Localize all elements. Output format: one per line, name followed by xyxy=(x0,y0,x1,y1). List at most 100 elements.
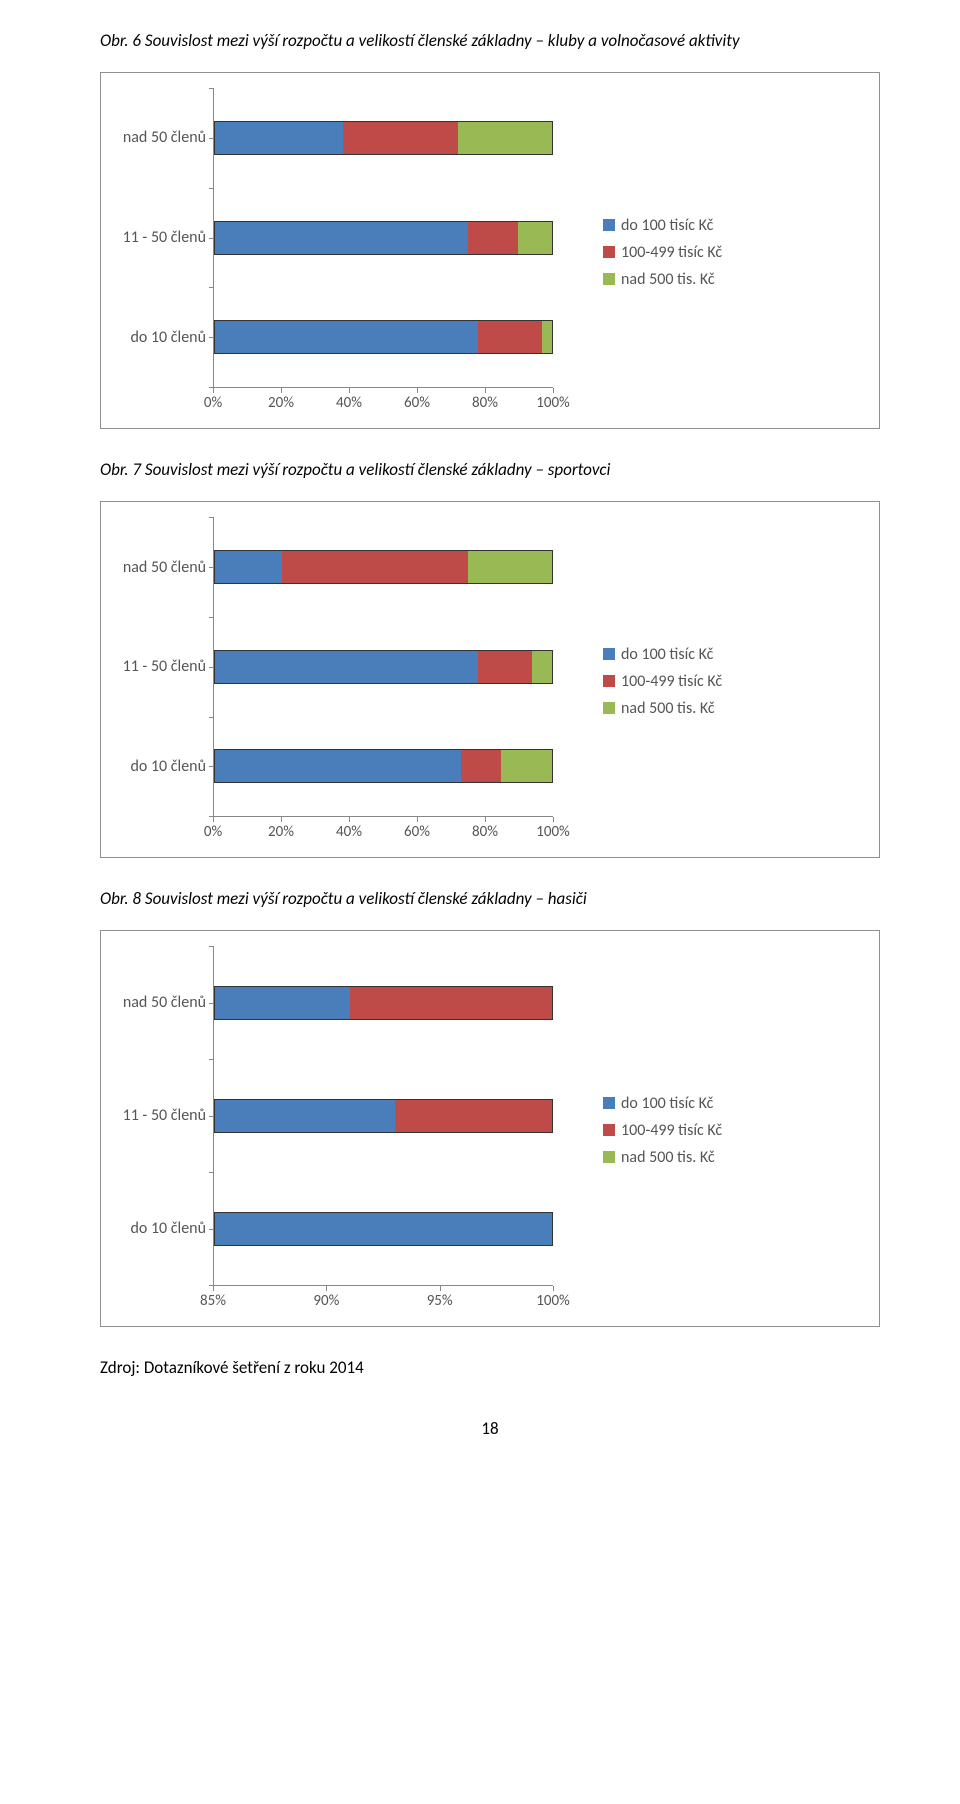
chart6-plot: nad 50 členů 11 - 50 členů do 10 členů xyxy=(213,88,553,388)
stacked-bar xyxy=(214,550,553,584)
legend-item: nad 500 tis. Kč xyxy=(603,699,867,718)
category-label: nad 50 členů xyxy=(106,128,206,147)
legend-item: nad 500 tis. Kč xyxy=(603,1148,867,1167)
chart6-xaxis: 0%20%40%60%80%100% xyxy=(213,388,553,416)
legend-swatch-icon xyxy=(603,702,615,714)
x-tick-label: 80% xyxy=(472,823,498,841)
bar-segment xyxy=(215,122,343,154)
x-tick-label: 20% xyxy=(268,394,294,412)
bar-segment xyxy=(215,222,468,254)
category-label: 11 - 50 členů xyxy=(106,228,206,247)
chart8-legend: do 100 tisíc Kč 100-499 tisíc Kč nad 500 t… xyxy=(553,946,867,1314)
legend-label: do 100 tisíc Kč xyxy=(621,1094,713,1113)
bar-row: do 10 členů xyxy=(214,741,553,791)
stacked-bar xyxy=(214,121,553,155)
legend-swatch-icon xyxy=(603,219,615,231)
stacked-bar xyxy=(214,986,553,1020)
stacked-bar xyxy=(214,320,553,354)
bar-segment xyxy=(478,321,542,353)
legend-label: do 100 tisíc Kč xyxy=(621,645,713,664)
chart7-plot: nad 50 členů11 - 50 členůdo 10 členů xyxy=(213,517,553,817)
bar-segment xyxy=(518,222,552,254)
x-tick-label: 90% xyxy=(313,1292,339,1310)
category-label: nad 50 členů xyxy=(106,558,206,577)
bar-segment xyxy=(343,122,458,154)
legend-item: do 100 tisíc Kč xyxy=(603,216,867,235)
chart6-title: Obr. 6 Souvislost mezi výší rozpočtu a v… xyxy=(100,30,880,52)
bar-segment xyxy=(215,750,461,782)
bar-segment xyxy=(215,551,282,583)
x-tick-label: 85% xyxy=(200,1292,226,1310)
category-label: 11 - 50 členů xyxy=(106,1106,206,1125)
category-label: nad 50 členů xyxy=(106,993,206,1012)
bar-row: nad 50 členů xyxy=(214,978,553,1028)
chart8-xaxis: 85%90%95%100% xyxy=(213,1286,553,1314)
x-tick-label: 0% xyxy=(204,823,222,841)
bar-segment xyxy=(215,321,478,353)
legend-swatch-icon xyxy=(603,675,615,687)
legend-item: 100-499 tisíc Kč xyxy=(603,243,867,262)
bar-segment xyxy=(501,750,552,782)
page-number: 18 xyxy=(100,1418,880,1439)
bar-segment xyxy=(215,1100,395,1132)
x-tick-label: 95% xyxy=(427,1292,453,1310)
bar-row: 11 - 50 členů xyxy=(214,1091,553,1141)
bar-row: nad 50 členů xyxy=(214,113,553,163)
stacked-bar xyxy=(214,221,553,255)
x-tick-label: 0% xyxy=(204,394,222,412)
bar-row: 11 - 50 členů xyxy=(214,213,553,263)
bar-segment xyxy=(215,651,478,683)
bar-segment xyxy=(458,122,552,154)
x-tick-label: 100% xyxy=(536,823,570,841)
legend-label: 100-499 tisíc Kč xyxy=(621,243,722,262)
chart7-title: Obr. 7 Souvislost mezi výší rozpočtu a v… xyxy=(100,459,880,481)
chart7-container: nad 50 členů11 - 50 členůdo 10 členů 0% 2… xyxy=(100,501,880,858)
bar-segment xyxy=(350,987,552,1019)
chart6-legend: do 100 tisíc Kč 100-499 tisíc Kč nad 500 t… xyxy=(553,88,867,416)
x-tick-label: 40% xyxy=(336,823,362,841)
bar-segment xyxy=(478,651,532,683)
category-label: do 10 členů xyxy=(106,757,206,776)
bar-row: do 10 členů xyxy=(214,312,553,362)
legend-swatch-icon xyxy=(603,1151,615,1163)
legend-label: 100-499 tisíc Kč xyxy=(621,1121,722,1140)
chart6-container: nad 50 členů 11 - 50 členů do 10 členů 0% 2… xyxy=(100,72,880,429)
legend-label: nad 500 tis. Kč xyxy=(621,699,715,718)
legend-swatch-icon xyxy=(603,648,615,660)
bar-segment xyxy=(461,750,501,782)
stacked-bar xyxy=(214,1099,553,1133)
chart8-container: nad 50 členů 11 - 50 členů do 10 členů 85%… xyxy=(100,930,880,1327)
legend-item: nad 500 tis. Kč xyxy=(603,270,867,289)
chart8-plot: nad 50 členů11 - 50 členůdo 10 členů xyxy=(213,946,553,1286)
bar-segment xyxy=(468,551,552,583)
stacked-bar xyxy=(214,1212,553,1246)
legend-label: do 100 tisíc Kč xyxy=(621,216,713,235)
legend-label: nad 500 tis. Kč xyxy=(621,270,715,289)
legend-swatch-icon xyxy=(603,1124,615,1136)
bar-segment xyxy=(215,1213,552,1245)
bar-segment xyxy=(532,651,552,683)
chart8-title: Obr. 8 Souvislost mezi výší rozpočtu a v… xyxy=(100,888,880,910)
x-tick-label: 100% xyxy=(536,394,570,412)
legend-swatch-icon xyxy=(603,273,615,285)
x-tick-label: 20% xyxy=(268,823,294,841)
category-label: do 10 členů xyxy=(106,1219,206,1238)
legend-label: nad 500 tis. Kč xyxy=(621,1148,715,1167)
legend-label: 100-499 tisíc Kč xyxy=(621,672,722,691)
legend-item: 100-499 tisíc Kč xyxy=(603,1121,867,1140)
source-text: Zdroj: Dotazníkové šetření z roku 2014 xyxy=(100,1357,880,1378)
bar-segment xyxy=(215,987,350,1019)
x-tick-label: 60% xyxy=(404,823,430,841)
bar-segment xyxy=(468,222,519,254)
legend-swatch-icon xyxy=(603,1097,615,1109)
bar-segment xyxy=(282,551,467,583)
bar-segment xyxy=(395,1100,552,1132)
x-tick-label: 60% xyxy=(404,394,430,412)
bar-segment xyxy=(542,321,552,353)
legend-swatch-icon xyxy=(603,246,615,258)
stacked-bar xyxy=(214,749,553,783)
legend-item: do 100 tisíc Kč xyxy=(603,645,867,664)
bar-row: nad 50 členů xyxy=(214,542,553,592)
x-tick-label: 40% xyxy=(336,394,362,412)
legend-item: do 100 tisíc Kč xyxy=(603,1094,867,1113)
